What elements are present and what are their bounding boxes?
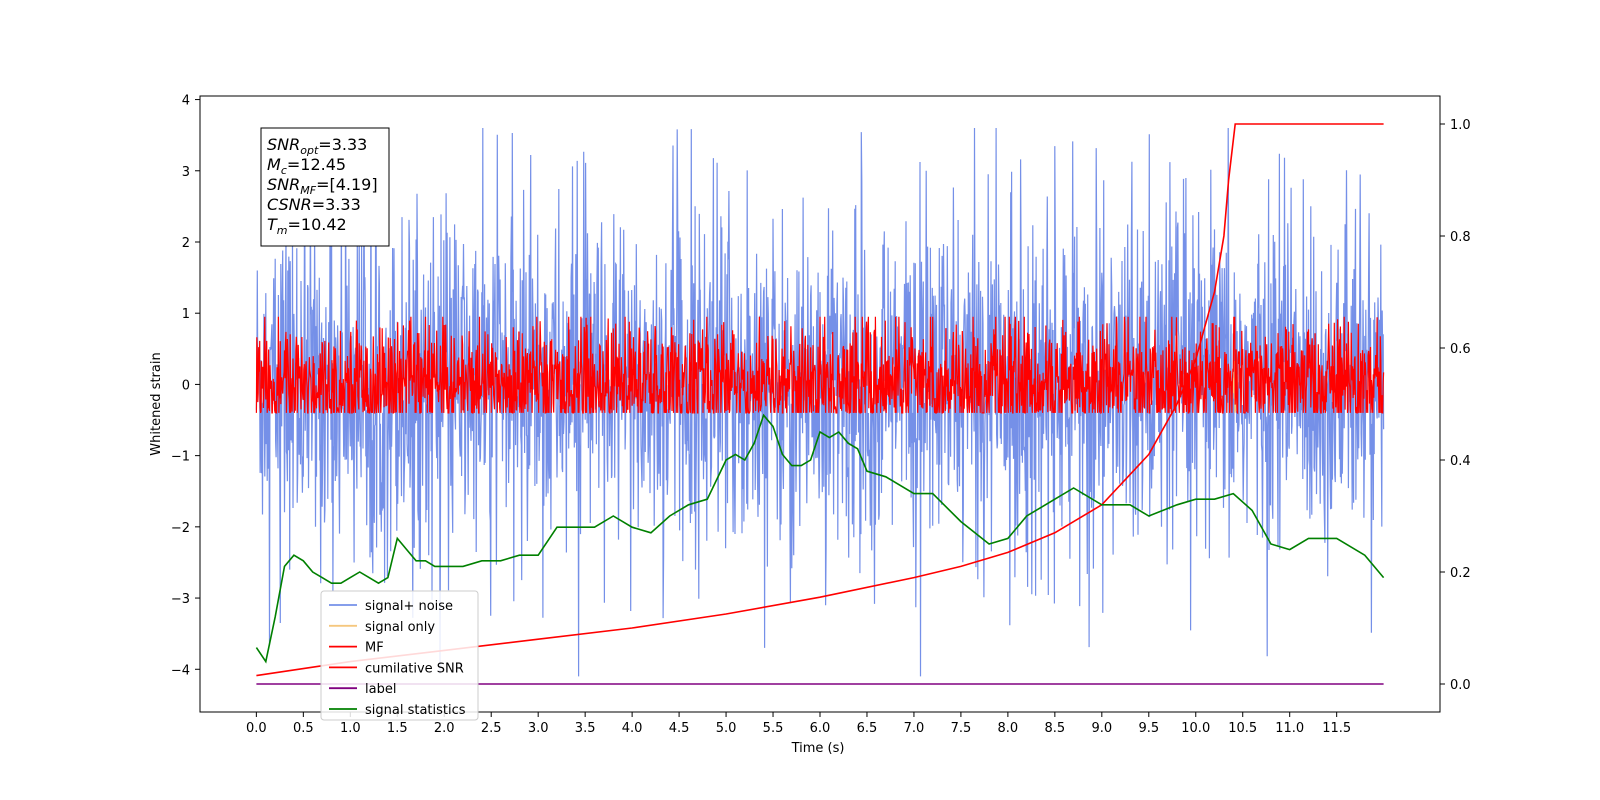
x-tick-label: 0.5 [293,721,314,736]
annotation-symbol: CSNR [267,195,312,214]
x-tick-label: 2.0 [434,721,455,736]
x-tick-label: 11.5 [1322,721,1351,736]
x-tick-label: 7.5 [951,721,972,736]
annotation-subscript: opt [300,144,319,157]
legend-label: signal+ noise [365,599,453,614]
series-cumilative-snr [256,123,1384,677]
x-tick-label: 7.0 [904,721,925,736]
y-axis-right: 1.0 0.8 0.6 0.4 0.2 0.0 [1440,118,1471,693]
x-tick-label: 9.0 [1091,721,1112,736]
x-tick-label: 2.5 [481,721,502,736]
y-axis-label: Whitened strain [149,352,164,455]
series-signal-statistics [255,413,1385,664]
y-tick-label: −2 [171,521,190,536]
y-tick-label: −1 [171,450,190,465]
y-tick-label: 3 [182,165,190,180]
annotation-value: =[4.19] [316,175,378,194]
y2-tick-label: 0.2 [1450,566,1471,581]
annotation-symbol: M [267,155,281,174]
legend-box [320,590,479,721]
y2-tick-label: 0.6 [1450,342,1471,357]
annotation-value: =3.33 [312,195,361,214]
x-tick-label: 0.0 [246,721,267,736]
x-tick-label: 9.5 [1138,721,1159,736]
x-tick-label: 4.0 [622,721,643,736]
y2-tick-label: 1.0 [1450,118,1471,133]
y2-tick-label: 0.8 [1450,230,1471,245]
annotation-line: Mc=12.45 [267,155,346,177]
annotation-subscript: MF [300,184,316,197]
x-tick-label: 5.5 [763,721,784,736]
x-tick-label: 3.0 [528,721,549,736]
legend: signal+ noise signal only MF cumilative SNR… [320,590,479,721]
x-axis-label: Time (s) [791,741,845,756]
legend-label: MF [365,641,384,656]
y-axis-left: 4 3 2 1 0 −1 −2 −3 −4 [171,94,200,678]
annotation-value: =3.33 [318,135,367,154]
series-mf [255,316,1385,415]
y-tick-label: 4 [182,94,190,109]
x-tick-label: 1.5 [387,721,408,736]
y2-tick-label: 0.4 [1450,454,1471,469]
x-tick-label: 5.0 [716,721,737,736]
annotation-subscript: m [277,224,288,237]
legend-label: label [365,682,396,697]
x-tick-label: 4.5 [669,721,690,736]
x-tick-label: 6.0 [810,721,831,736]
annotation-symbol: T [267,215,278,234]
x-tick-label: 6.5 [857,721,878,736]
annotation-line: SNRopt=3.33 [267,135,367,157]
y-tick-label: 0 [182,378,190,393]
y-tick-label: −4 [171,663,190,678]
legend-label: signal only [365,620,435,635]
y2-tick-label: 0.0 [1450,678,1471,693]
annotation-subscript: c [281,164,287,177]
annotation-symbol: SNR [267,135,300,154]
x-tick-label: 8.5 [1045,721,1066,736]
x-tick-label: 10.5 [1228,721,1257,736]
annotation-value: =12.45 [287,155,346,174]
x-axis: 0.0 0.5 1.0 1.5 2.0 2.5 3.0 3.5 4.0 4.5 5.0 5.5 6.0 6… [246,712,1351,736]
annotation-box [260,127,390,247]
annotation-symbol: SNR [267,175,300,194]
annotation-value: =10.42 [288,215,347,234]
x-tick-label: 1.0 [340,721,361,736]
y-tick-label: 2 [182,236,190,251]
legend-label: cumilative SNR [365,661,464,676]
x-tick-label: 8.0 [998,721,1019,736]
y-tick-label: −3 [171,592,190,607]
annotation-line: Tm=10.42 [267,215,347,237]
stats-annotation: SNRopt=3.33Mc=12.45SNRMF=[4.19]CSNR=3.33… [260,127,390,247]
legend-label: signal statistics [365,703,466,718]
annotation-line: SNRMF=[4.19] [267,175,378,197]
annotation-line: CSNR=3.33 [267,195,361,214]
x-tick-label: 11.0 [1275,721,1304,736]
y-tick-label: 1 [182,307,190,322]
x-tick-label: 10.0 [1181,721,1210,736]
x-tick-label: 3.5 [575,721,596,736]
